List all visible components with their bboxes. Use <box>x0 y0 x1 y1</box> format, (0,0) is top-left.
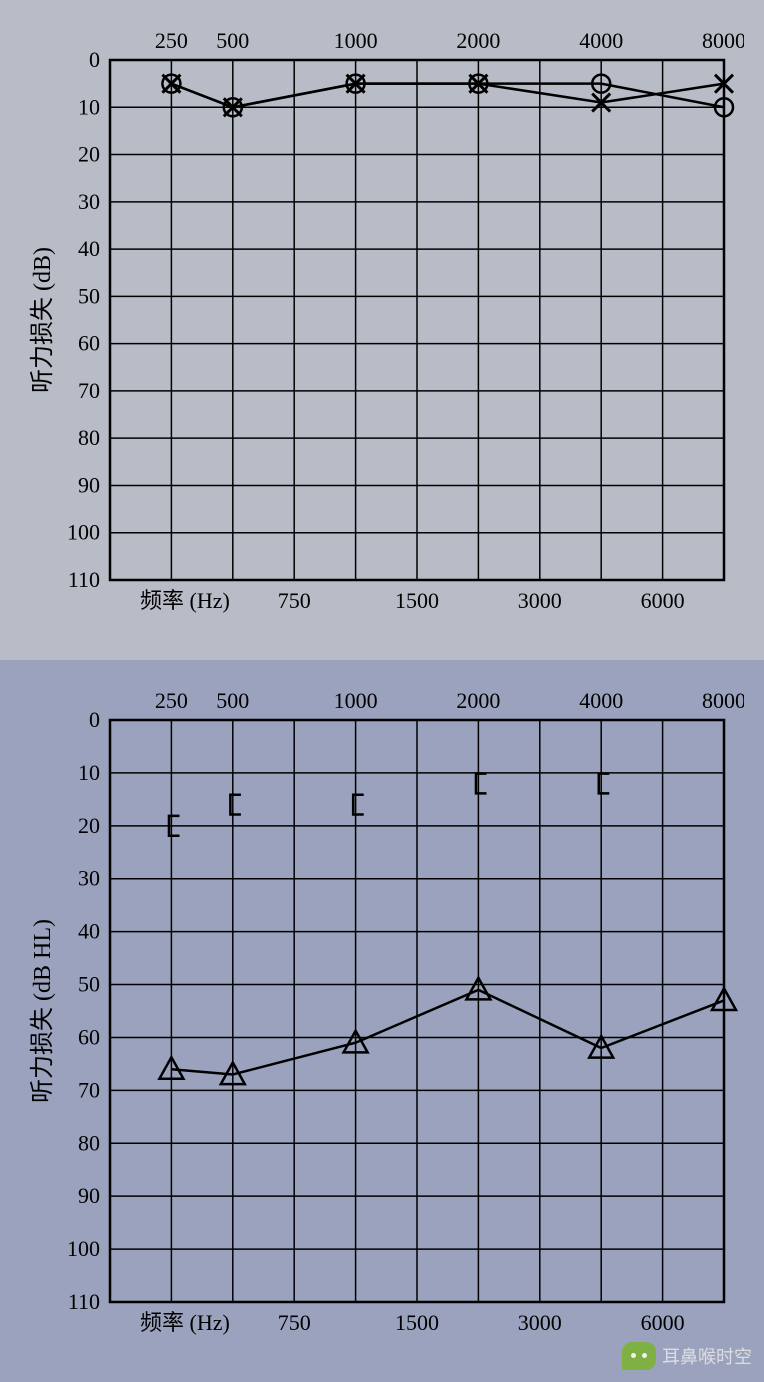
y-tick-label: 0 <box>89 47 100 72</box>
y-tick-label: 110 <box>68 567 100 592</box>
x-top-tick-label: 8000 <box>702 688 744 713</box>
x-top-tick-label: 250 <box>155 688 188 713</box>
y-axis-label: 听力损失 (dB HL) <box>29 919 56 1103</box>
y-tick-label: 10 <box>78 94 100 119</box>
audiogram-svg-1: 0 10 20 30 40 50 60 70 80 90 100 110 250 500 1000 2000 4… <box>20 20 744 630</box>
y-axis-label: 听力损失 (dB) <box>29 247 56 393</box>
x-top-tick-label: 4000 <box>579 28 623 53</box>
x-top-tick-label: 1000 <box>334 688 378 713</box>
y-tick-label: 90 <box>78 472 100 497</box>
marker-bracket <box>230 795 241 815</box>
y-tick-label: 70 <box>78 378 100 403</box>
series-line-right-air-masked <box>171 990 724 1075</box>
wechat-icon <box>622 1342 656 1370</box>
y-tick-label: 0 <box>89 707 100 732</box>
y-tick-label: 100 <box>67 1236 100 1261</box>
y-tick-label: 40 <box>78 236 100 261</box>
y-tick-label: 60 <box>78 331 100 356</box>
y-tick-label: 70 <box>78 1077 100 1102</box>
y-tick-label: 40 <box>78 919 100 944</box>
x-bottom-tick-label: 750 <box>278 1310 311 1335</box>
x-top-tick-label: 500 <box>216 28 249 53</box>
x-bottom-tick-label: 750 <box>278 588 311 613</box>
marker-bracket <box>599 774 610 794</box>
y-tick-label: 50 <box>78 972 100 997</box>
y-tick-label: 20 <box>78 142 100 167</box>
y-tick-label: 30 <box>78 866 100 891</box>
audiogram-svg-2: 0 10 20 30 40 50 60 70 80 90 100 110 250 500 1000 2000 4… <box>20 680 744 1352</box>
y-tick-label: 50 <box>78 283 100 308</box>
x-top-tick-label: 2000 <box>456 688 500 713</box>
x-bottom-tick-label: 6000 <box>641 1310 685 1335</box>
y-tick-label: 60 <box>78 1024 100 1049</box>
x-bottom-tick-label: 3000 <box>518 588 562 613</box>
x-bottom-tick-label: 6000 <box>641 588 685 613</box>
y-tick-label: 20 <box>78 813 100 838</box>
y-tick-label: 30 <box>78 189 100 214</box>
marker-bracket <box>476 774 487 794</box>
x-bottom-tick-label: 1500 <box>395 1310 439 1335</box>
x-top-tick-label: 1000 <box>334 28 378 53</box>
x-top-tick-label: 4000 <box>579 688 623 713</box>
y-tick-label: 110 <box>68 1289 100 1314</box>
watermark: 耳鼻喉时空 <box>622 1342 752 1370</box>
y-tick-label: 10 <box>78 760 100 785</box>
y-tick-label: 90 <box>78 1183 100 1208</box>
x-top-tick-label: 250 <box>155 28 188 53</box>
audiogram-chart-2: 0 10 20 30 40 50 60 70 80 90 100 110 250 500 1000 2000 4… <box>0 660 764 1382</box>
x-bottom-tick-label: 3000 <box>518 1310 562 1335</box>
x-bottom-tick-label: 1500 <box>395 588 439 613</box>
y-tick-label: 80 <box>78 1130 100 1155</box>
x-top-tick-label: 500 <box>216 688 249 713</box>
x-top-tick-label: 2000 <box>456 28 500 53</box>
series-line-left-ear-air <box>171 84 724 108</box>
x-axis-label: 频率 (Hz) <box>140 588 230 613</box>
watermark-text: 耳鼻喉时空 <box>662 1343 752 1369</box>
marker-bracket <box>353 795 364 815</box>
x-top-tick-label: 8000 <box>702 28 744 53</box>
y-tick-label: 100 <box>67 520 100 545</box>
y-tick-label: 80 <box>78 425 100 450</box>
x-axis-label: 频率 (Hz) <box>140 1310 230 1335</box>
audiogram-chart-1: 0 10 20 30 40 50 60 70 80 90 100 110 250 500 1000 2000 4… <box>0 0 764 660</box>
